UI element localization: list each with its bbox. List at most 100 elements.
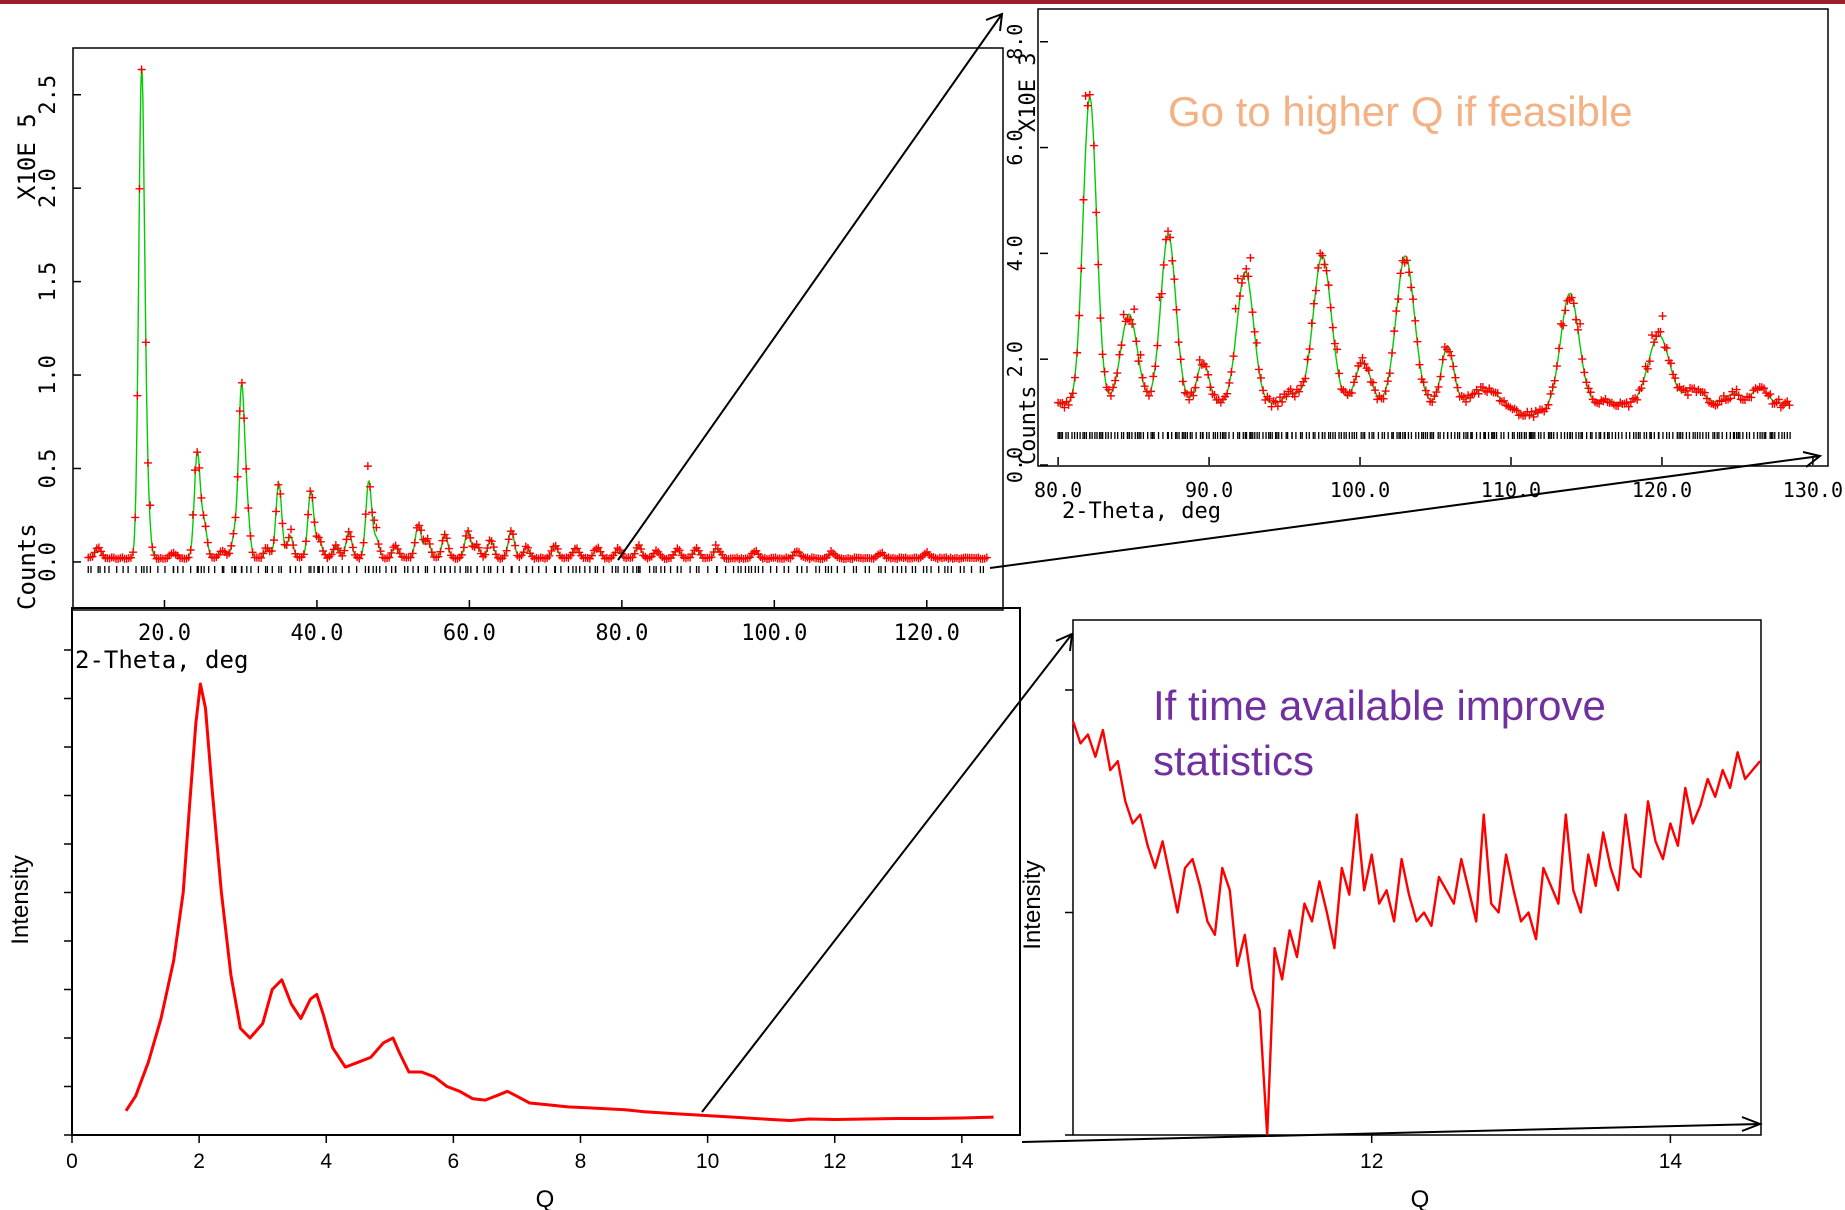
observed-point bbox=[269, 536, 278, 545]
observed-point bbox=[201, 522, 210, 531]
observed-point bbox=[1117, 341, 1126, 350]
observed-point bbox=[1652, 332, 1661, 341]
observed-point bbox=[500, 551, 509, 560]
observed-point bbox=[1248, 308, 1257, 317]
y-tick-label: 6.0 bbox=[1003, 129, 1027, 165]
observed-point bbox=[1364, 366, 1373, 375]
observed-point bbox=[1157, 289, 1166, 298]
series-line bbox=[124, 682, 994, 1122]
xrd-full-frame bbox=[72, 47, 1004, 611]
observed-point bbox=[1759, 384, 1768, 393]
observed-point bbox=[1328, 323, 1337, 332]
observed-point bbox=[1244, 272, 1253, 281]
x-tick-label: 12 bbox=[823, 1150, 846, 1173]
observed-point bbox=[1356, 359, 1365, 368]
observed-point bbox=[1153, 341, 1162, 350]
observed-point bbox=[1068, 389, 1077, 398]
observed-point bbox=[359, 538, 368, 547]
observed-point bbox=[188, 510, 197, 519]
pdf-full-frame bbox=[71, 607, 1021, 1136]
observed-point bbox=[1161, 235, 1170, 244]
observed-point bbox=[611, 548, 620, 557]
observed-point bbox=[231, 513, 240, 522]
observed-point bbox=[372, 523, 381, 532]
observed-point bbox=[466, 533, 475, 542]
annotation-improve-statistics-line2: statistics bbox=[1153, 737, 1314, 784]
observed-point bbox=[1550, 376, 1559, 385]
observed-point bbox=[462, 531, 471, 540]
observed-point bbox=[511, 541, 520, 550]
top-accent-bar bbox=[0, 0, 1845, 4]
observed-point bbox=[1681, 386, 1690, 395]
observed-point bbox=[1295, 387, 1304, 396]
observed-point bbox=[502, 546, 511, 555]
observed-point bbox=[272, 507, 281, 516]
observed-point bbox=[1151, 362, 1160, 371]
observed-point bbox=[235, 407, 244, 416]
observed-point bbox=[368, 508, 377, 517]
observed-point bbox=[242, 464, 251, 473]
x-tick-label: 120.0 bbox=[1632, 478, 1692, 502]
x-tick-label: 6 bbox=[448, 1150, 460, 1173]
observed-point bbox=[376, 547, 385, 556]
observed-point bbox=[1111, 376, 1120, 385]
observed-point bbox=[1645, 357, 1654, 366]
observed-point bbox=[487, 537, 496, 546]
observed-point bbox=[1140, 382, 1149, 391]
observed-point bbox=[133, 391, 142, 400]
observed-point bbox=[257, 553, 266, 562]
observed-point bbox=[1193, 373, 1202, 382]
observed-point bbox=[1647, 331, 1656, 340]
observed-point bbox=[346, 532, 355, 541]
observed-point bbox=[1314, 263, 1323, 272]
observed-point bbox=[1064, 400, 1073, 409]
observed-point bbox=[141, 338, 150, 347]
observed-point bbox=[340, 546, 349, 555]
observed-point bbox=[1106, 391, 1115, 400]
observed-point bbox=[1159, 260, 1168, 269]
x-tick-label: 100.0 bbox=[1330, 478, 1390, 502]
observed-point bbox=[1639, 377, 1648, 386]
observed-point bbox=[195, 463, 204, 472]
observed-point bbox=[1726, 394, 1735, 403]
observed-point bbox=[308, 493, 317, 502]
observed-point bbox=[276, 489, 285, 498]
observed-point bbox=[1104, 385, 1113, 394]
observed-point bbox=[365, 482, 374, 491]
observed-point bbox=[444, 544, 453, 553]
observed-point bbox=[385, 553, 394, 562]
observed-point bbox=[1183, 389, 1192, 398]
observed-point bbox=[523, 543, 532, 552]
zoom-connectors bbox=[617, 12, 1823, 1143]
observed-point bbox=[126, 553, 135, 562]
observed-point bbox=[1081, 91, 1090, 100]
y-tick-label: 1.0 bbox=[36, 355, 61, 395]
observed-point bbox=[1445, 347, 1454, 356]
pdf-panel-2: 0 2 4 6 8 10 12 14 Q Intensity bbox=[7, 649, 994, 1210]
observed-point bbox=[1747, 393, 1756, 402]
observed-point bbox=[193, 448, 202, 457]
observed-point bbox=[545, 551, 554, 560]
observed-point bbox=[1229, 352, 1238, 361]
observed-point bbox=[1404, 268, 1413, 277]
observed-point bbox=[135, 184, 144, 193]
observed-point bbox=[1347, 389, 1356, 398]
observed-point bbox=[88, 552, 97, 561]
x-tick-label: 14 bbox=[1659, 1150, 1683, 1173]
observed-point bbox=[184, 553, 193, 562]
y-axis-title: Intensity bbox=[7, 855, 34, 944]
observed-point bbox=[1189, 391, 1198, 400]
observed-points bbox=[84, 65, 991, 564]
observed-point bbox=[1369, 378, 1378, 387]
observed-point bbox=[489, 543, 498, 552]
observed-point bbox=[1098, 350, 1107, 359]
observed-point bbox=[1559, 321, 1568, 330]
observed-point bbox=[1567, 293, 1576, 302]
observed-point bbox=[333, 544, 342, 553]
observed-point bbox=[1094, 260, 1103, 269]
y-tick-label: 2.0 bbox=[1003, 341, 1027, 377]
observed-point bbox=[344, 527, 353, 536]
observed-point bbox=[1409, 295, 1418, 304]
x-axis-title: 2-Theta, deg bbox=[75, 646, 248, 674]
observed-point bbox=[244, 504, 253, 513]
